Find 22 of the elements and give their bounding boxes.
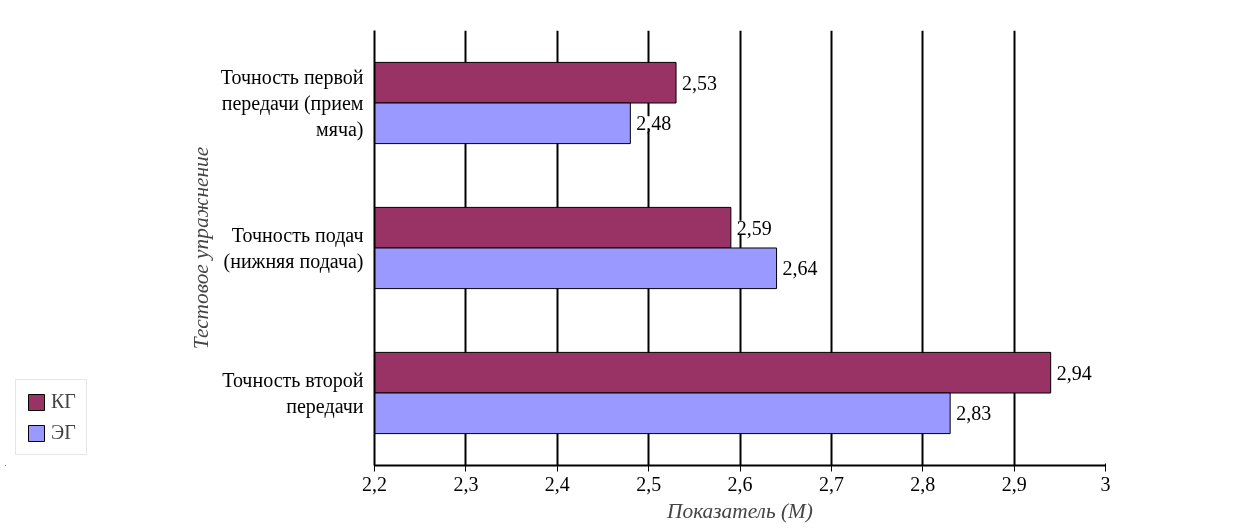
y-tick-label: Точность первой передачи (прием мяча) <box>220 65 364 142</box>
x-tick-label: 2,2 <box>362 472 387 495</box>
x-tick-label: 2,4 <box>544 472 570 495</box>
x-tick-label: 2,6 <box>727 472 753 495</box>
data-label: 2,83 <box>956 402 992 425</box>
x-tick-label: 3 <box>1100 472 1111 495</box>
legend-label: КГ <box>51 390 76 413</box>
x-tick-label: 2,5 <box>636 472 662 495</box>
x-tick-label: 2,3 <box>453 472 479 495</box>
y-tick-label: Точность подач (нижняя подача) <box>223 223 364 274</box>
x-axis-title: Показатель (М) <box>666 498 813 523</box>
x-tick-label: 2,7 <box>818 472 844 495</box>
x-tick-label: 2,9 <box>1001 472 1027 495</box>
legend-label: ЭГ <box>51 421 76 444</box>
data-label: 2,64 <box>782 257 818 280</box>
data-label: 2,59 <box>736 216 772 239</box>
y-tick-label: Точность второй передачи <box>222 368 364 419</box>
x-tick-label: 2,8 <box>910 472 936 495</box>
y-axis-title: Тестовое упражнение <box>188 146 213 350</box>
data-label: 2,94 <box>1056 361 1092 384</box>
data-label: 2,48 <box>636 112 672 135</box>
data-label: 2,53 <box>682 71 718 94</box>
